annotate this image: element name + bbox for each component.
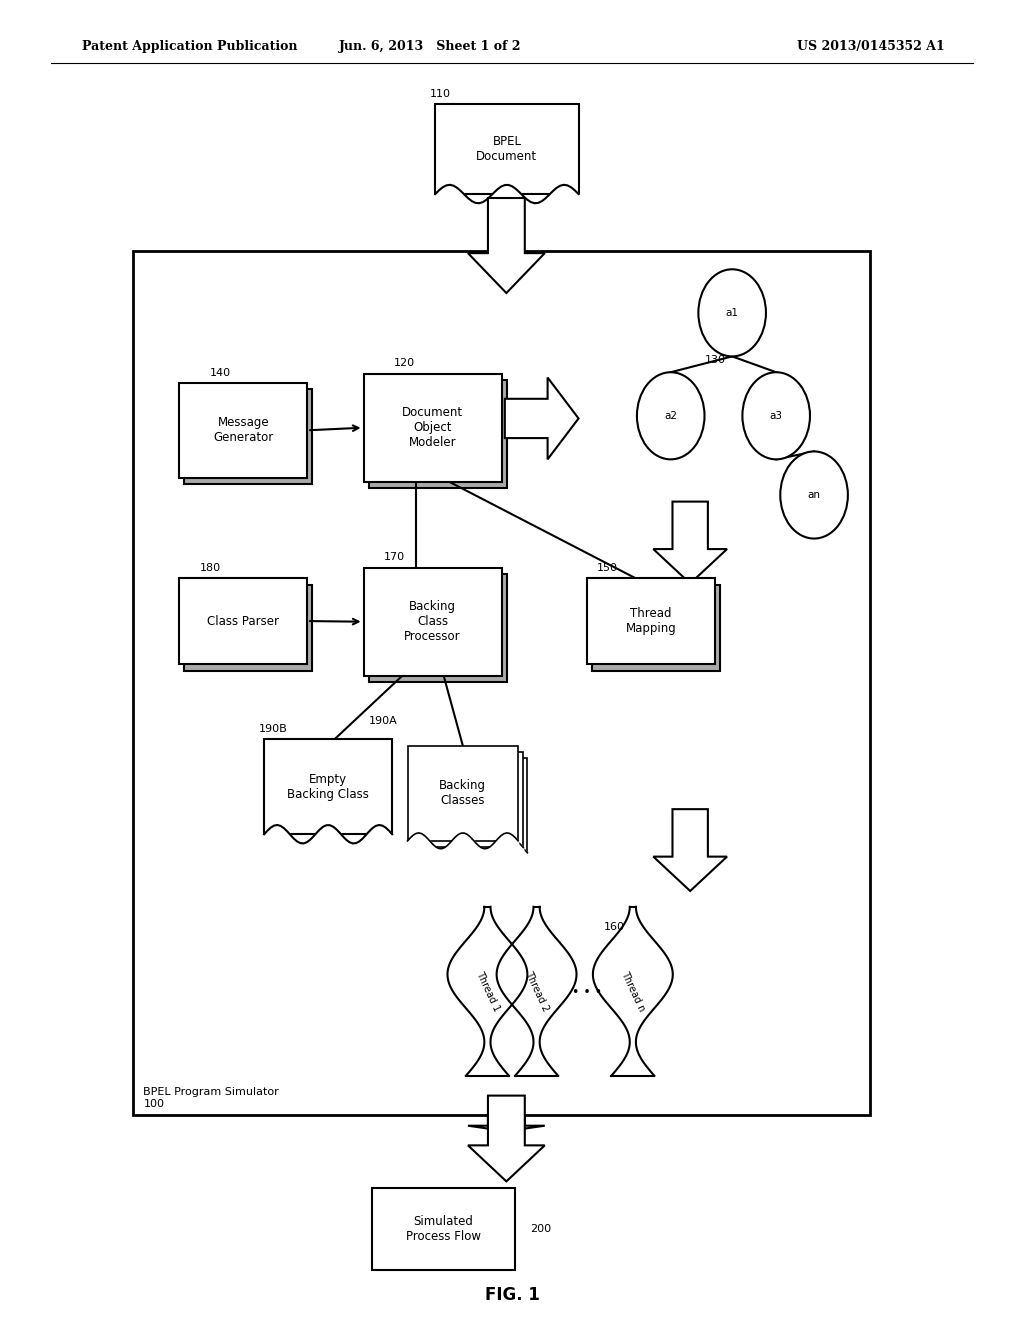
Text: 160: 160 — [604, 921, 626, 932]
Text: Patent Application Publication: Patent Application Publication — [82, 40, 297, 53]
Polygon shape — [468, 198, 545, 293]
Circle shape — [637, 372, 705, 459]
Polygon shape — [505, 378, 579, 459]
FancyBboxPatch shape — [133, 251, 870, 1115]
Text: Thread 2: Thread 2 — [523, 970, 550, 1012]
Text: Jun. 6, 2013   Sheet 1 of 2: Jun. 6, 2013 Sheet 1 of 2 — [339, 40, 521, 53]
FancyBboxPatch shape — [184, 389, 312, 484]
Polygon shape — [468, 1096, 545, 1181]
FancyBboxPatch shape — [372, 1188, 515, 1270]
Text: a2: a2 — [665, 411, 677, 421]
FancyBboxPatch shape — [364, 374, 502, 482]
Text: Thread n: Thread n — [620, 970, 646, 1012]
FancyBboxPatch shape — [184, 585, 312, 671]
FancyBboxPatch shape — [592, 585, 720, 671]
Text: 130: 130 — [705, 355, 726, 366]
FancyBboxPatch shape — [417, 758, 527, 853]
Text: 110: 110 — [430, 88, 452, 99]
Polygon shape — [653, 502, 727, 583]
Text: Message
Generator: Message Generator — [213, 416, 273, 445]
Text: Document
Object
Modeler: Document Object Modeler — [402, 407, 463, 449]
Text: BPEL Program Simulator
100: BPEL Program Simulator 100 — [143, 1088, 280, 1109]
Circle shape — [698, 269, 766, 356]
FancyBboxPatch shape — [408, 746, 518, 841]
Text: US 2013/0145352 A1: US 2013/0145352 A1 — [797, 40, 944, 53]
Circle shape — [780, 451, 848, 539]
Polygon shape — [653, 809, 727, 891]
FancyBboxPatch shape — [587, 578, 715, 664]
FancyBboxPatch shape — [264, 739, 392, 834]
Text: 140: 140 — [210, 367, 231, 378]
Text: 200: 200 — [530, 1224, 552, 1234]
Polygon shape — [468, 1118, 545, 1131]
FancyBboxPatch shape — [369, 574, 507, 682]
FancyBboxPatch shape — [435, 104, 579, 194]
Text: 120: 120 — [394, 358, 416, 368]
Text: Empty
Backing Class: Empty Backing Class — [288, 772, 369, 801]
Text: • • •: • • • — [571, 986, 602, 999]
Text: 180: 180 — [200, 562, 221, 573]
Text: Simulated
Process Flow: Simulated Process Flow — [406, 1214, 481, 1243]
FancyBboxPatch shape — [179, 578, 307, 664]
Circle shape — [742, 372, 810, 459]
Text: a3: a3 — [770, 411, 782, 421]
Text: Backing
Class
Processor: Backing Class Processor — [404, 601, 461, 643]
FancyBboxPatch shape — [413, 752, 523, 847]
Text: 190A: 190A — [369, 715, 397, 726]
Text: a1: a1 — [726, 308, 738, 318]
Text: Thread 1: Thread 1 — [474, 970, 501, 1012]
Text: BPEL
Document: BPEL Document — [476, 135, 538, 164]
Text: 150: 150 — [597, 562, 618, 573]
Text: 170: 170 — [384, 552, 406, 562]
Text: an: an — [808, 490, 820, 500]
FancyBboxPatch shape — [364, 568, 502, 676]
Text: Class Parser: Class Parser — [207, 615, 280, 627]
Text: FIG. 1: FIG. 1 — [484, 1286, 540, 1304]
Text: Backing
Classes: Backing Classes — [439, 779, 486, 808]
Text: Thread
Mapping: Thread Mapping — [626, 607, 676, 635]
FancyBboxPatch shape — [369, 380, 507, 488]
FancyBboxPatch shape — [179, 383, 307, 478]
Text: 190B: 190B — [259, 723, 288, 734]
